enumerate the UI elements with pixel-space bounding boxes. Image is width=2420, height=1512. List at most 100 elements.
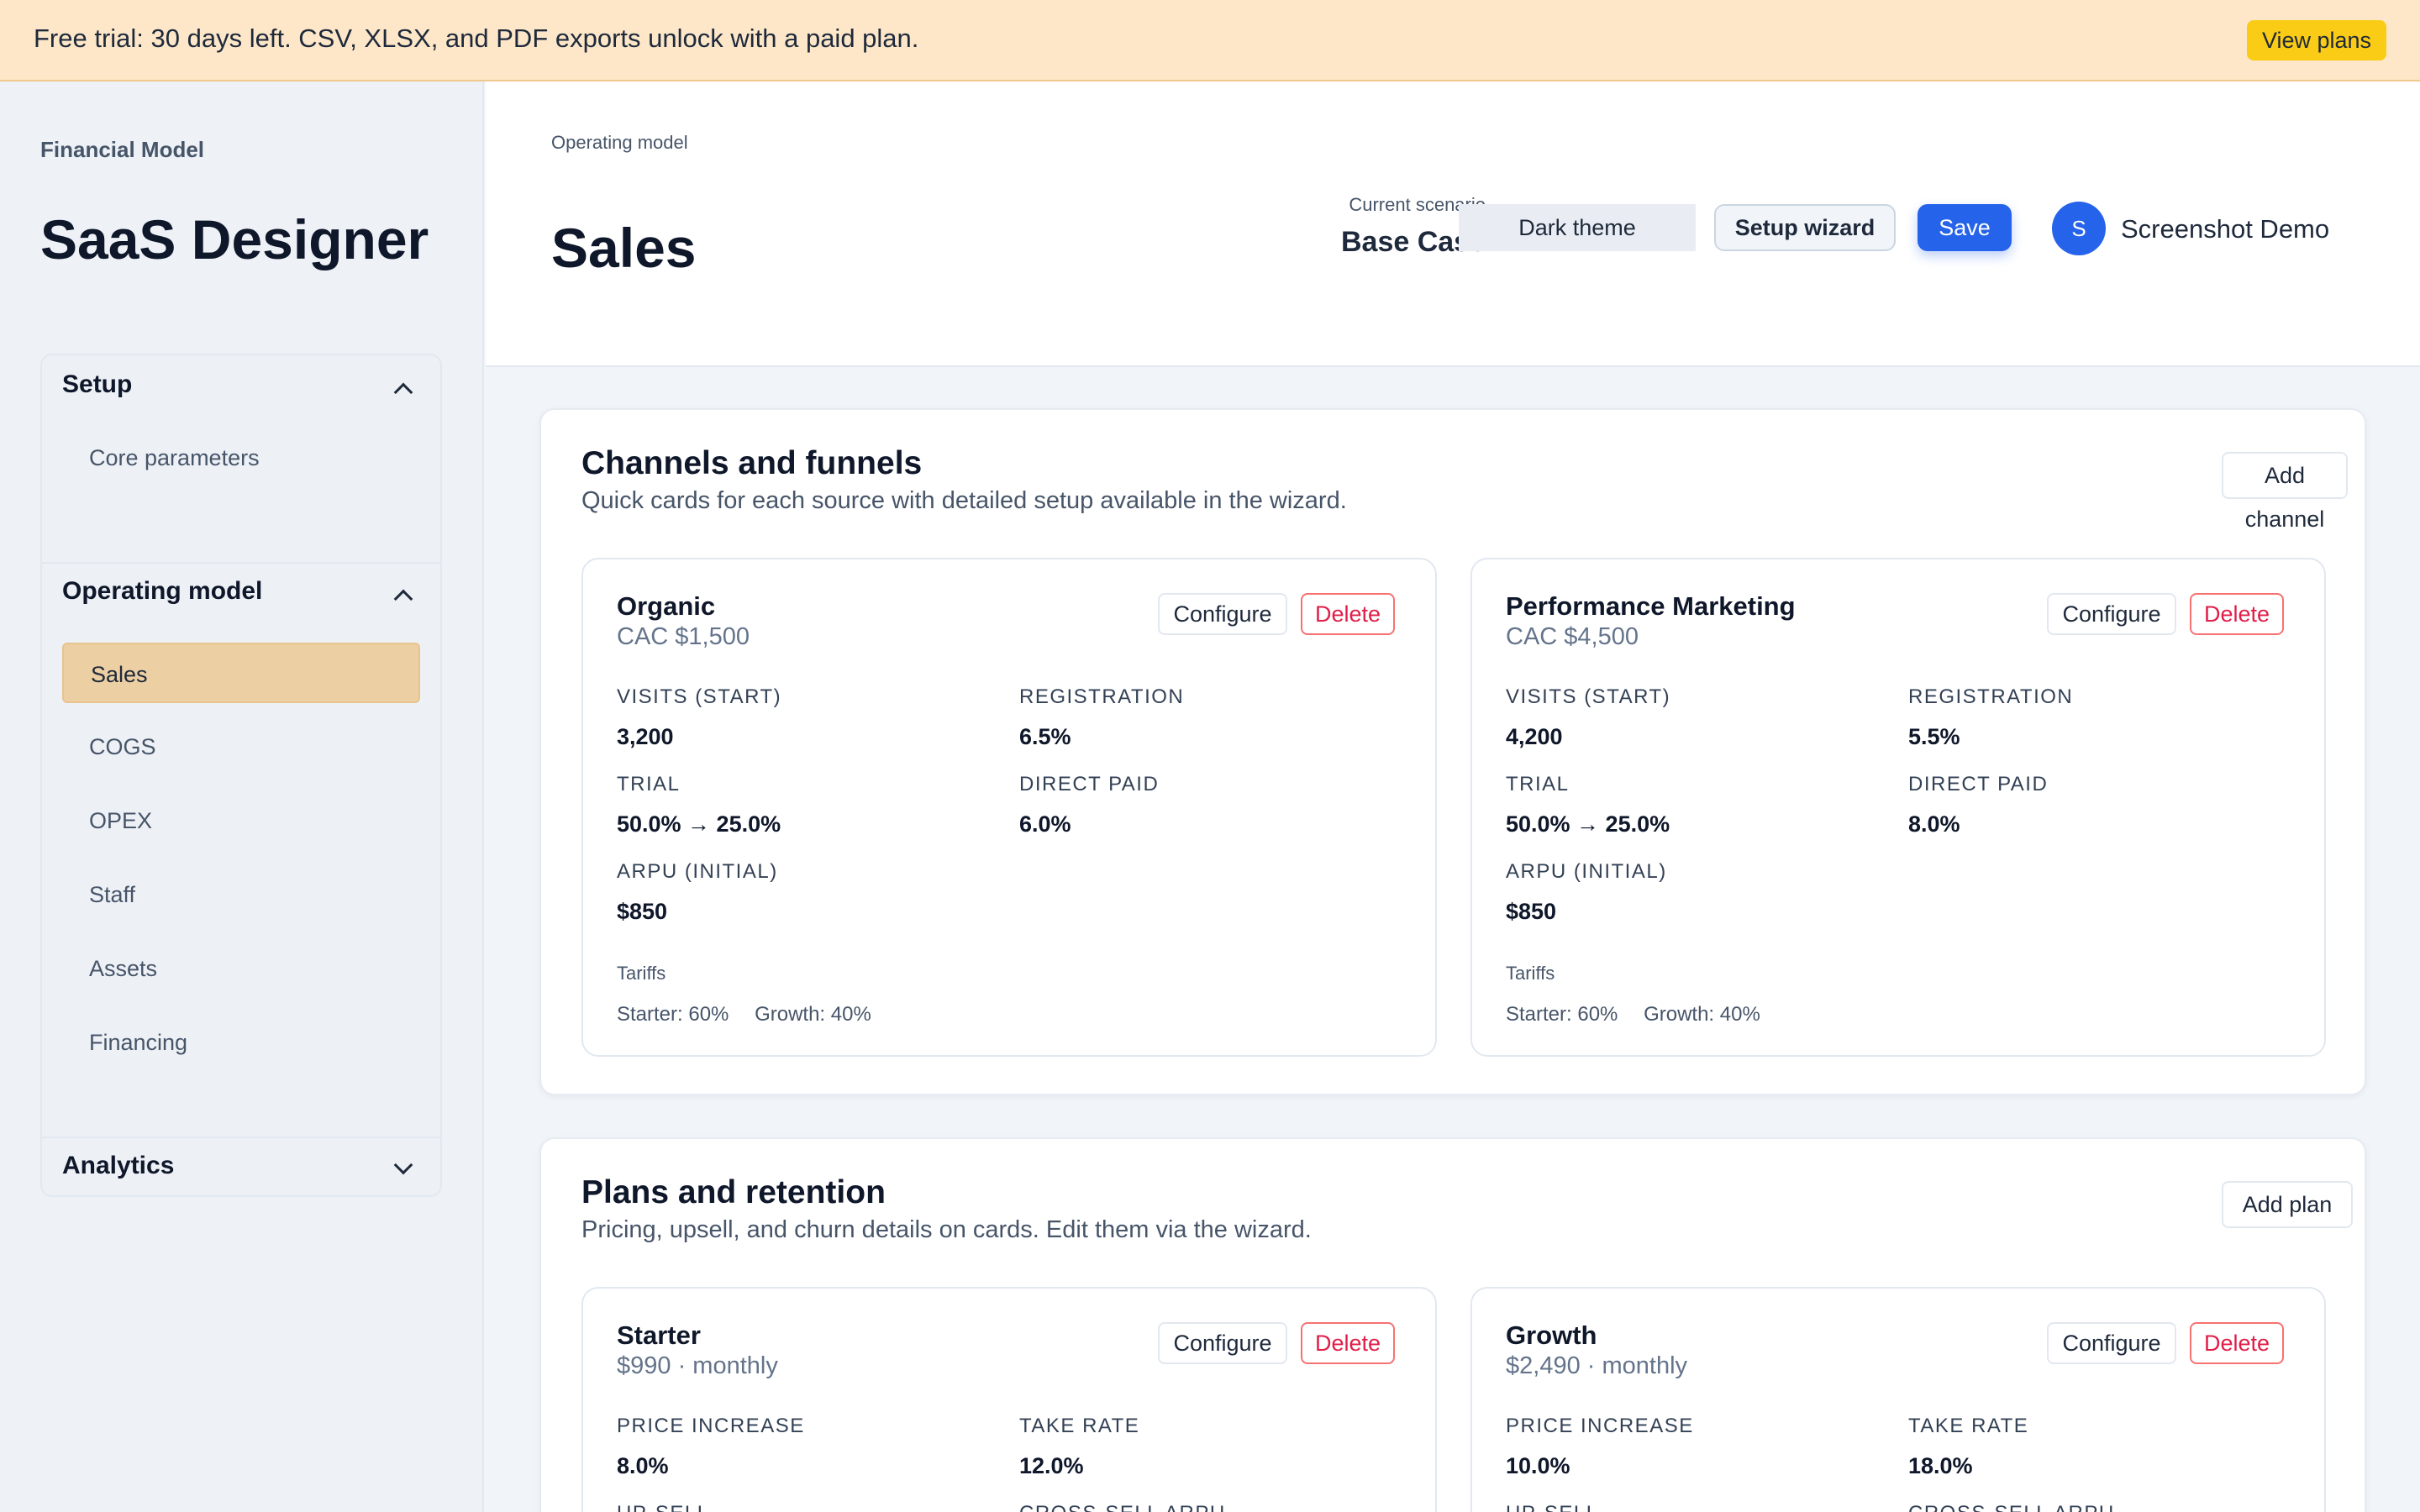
save-button[interactable]: Save — [1918, 204, 2012, 251]
chevron-up-icon[interactable] — [393, 382, 413, 402]
tariff-item: Growth: 40% — [1644, 1003, 1760, 1026]
channel-card: Organic CAC $1,500 Configure Delete VISI… — [581, 558, 1437, 1057]
metric-value: 8.0% — [1908, 811, 1960, 837]
configure-button[interactable]: Configure — [2047, 1322, 2176, 1364]
metric-value: 50.0% → 25.0% — [1506, 811, 1670, 837]
metric-label: UP-SELL — [617, 1502, 710, 1512]
metric-value: 5.5% — [1908, 724, 1960, 749]
sidebar-item-sales[interactable]: Sales — [62, 643, 420, 703]
sidebar-item-financing[interactable]: Financing — [89, 1030, 188, 1055]
tariffs-list: Starter: 60% Growth: 40% — [1506, 1003, 1781, 1026]
delete-button[interactable]: Delete — [1301, 593, 1395, 635]
metric-label: TAKE RATE — [1908, 1415, 2029, 1437]
metric-label: UP-SELL — [1506, 1502, 1599, 1512]
metric-value: $850 — [617, 899, 668, 924]
sidebar-item-opex[interactable]: OPEX — [89, 808, 153, 833]
tariff-item: Starter: 60% — [617, 1003, 729, 1026]
channel-card: Performance Marketing CAC $4,500 Configu… — [1470, 558, 2326, 1057]
metric-value: 4,200 — [1506, 724, 1563, 749]
scenario-label: Current scenario — [1349, 194, 1486, 215]
sidebar-item-assets[interactable]: Assets — [89, 956, 158, 981]
nav-divider — [42, 1137, 440, 1138]
plan-name: Growth — [1506, 1320, 1597, 1350]
delete-button[interactable]: Delete — [2190, 1322, 2284, 1364]
panel-subtitle: Quick cards for each source with detaile… — [581, 487, 1347, 514]
metric-label: CROSS-SELL ARPU — [1908, 1502, 2115, 1512]
metric-value: 12.0% — [1019, 1453, 1084, 1478]
panel-title: Plans and retention — [581, 1174, 886, 1210]
tariffs-label: Tariffs — [1506, 963, 1555, 984]
configure-button[interactable]: Configure — [2047, 593, 2176, 635]
brand-title: SaaS Designer — [40, 208, 429, 270]
metric-value: 10.0% — [1506, 1453, 1570, 1478]
trial-banner: Free trial: 30 days left. CSV, XLSX, and… — [0, 0, 2420, 81]
breadcrumb[interactable]: Operating model — [551, 132, 688, 153]
metric-label: ARPU (INITIAL) — [1506, 860, 1667, 883]
setup-wizard-button[interactable]: Setup wizard — [1714, 204, 1896, 251]
view-plans-button[interactable]: View plans — [2247, 20, 2386, 60]
metric-value: 6.5% — [1019, 724, 1071, 749]
channel-name: Performance Marketing — [1506, 591, 1796, 621]
metric-label: ARPU (INITIAL) — [617, 860, 778, 883]
brand-subtitle: Financial Model — [40, 137, 205, 162]
tariffs-label: Tariffs — [617, 963, 666, 984]
metric-label: VISITS (START) — [1506, 685, 1671, 708]
metric-value: 50.0% → 25.0% — [617, 811, 781, 837]
plan-price: $2,490 · monthly — [1506, 1352, 1688, 1379]
metric-label: TRIAL — [1506, 773, 1570, 795]
panel-subtitle: Pricing, upsell, and churn details on ca… — [581, 1216, 1312, 1243]
nav-divider — [42, 562, 440, 564]
metric-label: CROSS-SELL ARPU — [1019, 1502, 1226, 1512]
dark-theme-button[interactable]: Dark theme — [1459, 204, 1696, 251]
user-name[interactable]: Screenshot Demo — [2121, 214, 2330, 244]
metric-value: $850 — [1506, 899, 1557, 924]
metric-label: REGISTRATION — [1019, 685, 1185, 708]
channel-name: Organic — [617, 591, 716, 621]
metric-label: DIRECT PAID — [1019, 773, 1160, 795]
configure-button[interactable]: Configure — [1158, 1322, 1287, 1364]
metric-value: 18.0% — [1908, 1453, 1973, 1478]
plans-panel: Plans and retention Pricing, upsell, and… — [539, 1137, 2366, 1512]
channels-panel: Channels and funnels Quick cards for eac… — [539, 408, 2366, 1095]
nav-section-operating-model[interactable]: Operating model — [62, 577, 263, 605]
metric-value: 3,200 — [617, 724, 674, 749]
metric-label: TRIAL — [617, 773, 681, 795]
avatar[interactable]: S — [2052, 202, 2106, 255]
channel-cac: CAC $4,500 — [1506, 623, 1639, 650]
metric-value: 6.0% — [1019, 811, 1071, 837]
metric-label: TAKE RATE — [1019, 1415, 1140, 1437]
sidebar-item-cogs[interactable]: COGS — [89, 734, 156, 759]
tariff-item: Starter: 60% — [1506, 1003, 1618, 1026]
panel-title: Channels and funnels — [581, 445, 923, 481]
nav-section-analytics[interactable]: Analytics — [62, 1152, 175, 1179]
delete-button[interactable]: Delete — [2190, 593, 2284, 635]
plan-card: Growth $2,490 · monthly Configure Delete… — [1470, 1287, 2326, 1512]
sidebar-item-staff[interactable]: Staff — [89, 882, 136, 907]
chevron-up-icon[interactable] — [393, 589, 413, 609]
metric-value: 8.0% — [617, 1453, 669, 1478]
metric-label: VISITS (START) — [617, 685, 782, 708]
sidebar-item-core-parameters[interactable]: Core parameters — [89, 445, 260, 470]
metric-label: REGISTRATION — [1908, 685, 2074, 708]
page-title: Sales — [551, 217, 697, 279]
nav-section-setup[interactable]: Setup — [62, 370, 133, 398]
delete-button[interactable]: Delete — [1301, 1322, 1395, 1364]
channel-cac: CAC $1,500 — [617, 623, 750, 650]
tariff-item: Growth: 40% — [755, 1003, 871, 1026]
configure-button[interactable]: Configure — [1158, 593, 1287, 635]
trial-banner-text: Free trial: 30 days left. CSV, XLSX, and… — [34, 24, 919, 53]
sidebar: Financial Model SaaS Designer Setup Core… — [0, 81, 484, 1512]
add-plan-button[interactable]: Add plan — [2222, 1181, 2353, 1228]
add-channel-button[interactable]: Add channel — [2222, 452, 2348, 532]
metric-label: PRICE INCREASE — [617, 1415, 805, 1437]
metric-label: DIRECT PAID — [1908, 773, 2049, 795]
plan-price: $990 · monthly — [617, 1352, 778, 1379]
sidebar-nav: Setup Core parameters Operating model Sa… — [40, 354, 442, 1197]
scenario-selector[interactable]: Base Case — [1340, 226, 1486, 258]
plan-name: Starter — [617, 1320, 701, 1350]
tariffs-list: Starter: 60% Growth: 40% — [617, 1003, 892, 1026]
chevron-down-icon[interactable] — [393, 1155, 413, 1175]
plan-card: Starter $990 · monthly Configure Delete … — [581, 1287, 1437, 1512]
page-header: Operating model Sales Current scenario B… — [486, 81, 2420, 367]
metric-label: PRICE INCREASE — [1506, 1415, 1694, 1437]
